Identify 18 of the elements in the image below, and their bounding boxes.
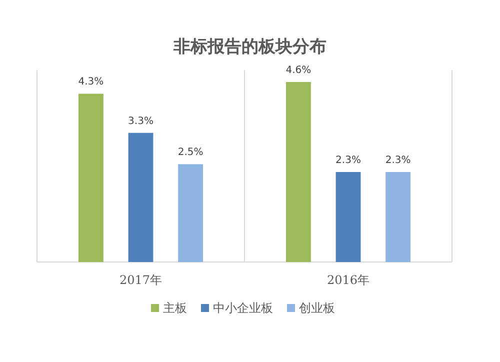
bar [286, 82, 311, 262]
data-label: 4.6% [286, 65, 312, 76]
x-tick-label: 2016年 [326, 273, 370, 287]
data-label: 2.5% [178, 147, 204, 158]
data-label: 2.3% [336, 155, 361, 166]
bar [386, 172, 410, 262]
legend-label: 主板 [163, 301, 187, 315]
bar [128, 132, 154, 262]
bar [336, 172, 361, 262]
legend-label: 创业板 [299, 301, 335, 315]
data-label: 4.3% [78, 76, 104, 88]
bar [78, 94, 104, 262]
x-tick-label: 2017年 [119, 273, 162, 287]
data-label: 3.3% [128, 116, 154, 127]
chart-title: 非标报告的板块分布 [172, 37, 326, 57]
data-label: 2.3% [385, 155, 411, 166]
bar [178, 164, 203, 262]
legend-label: 中小企业板 [213, 301, 273, 315]
